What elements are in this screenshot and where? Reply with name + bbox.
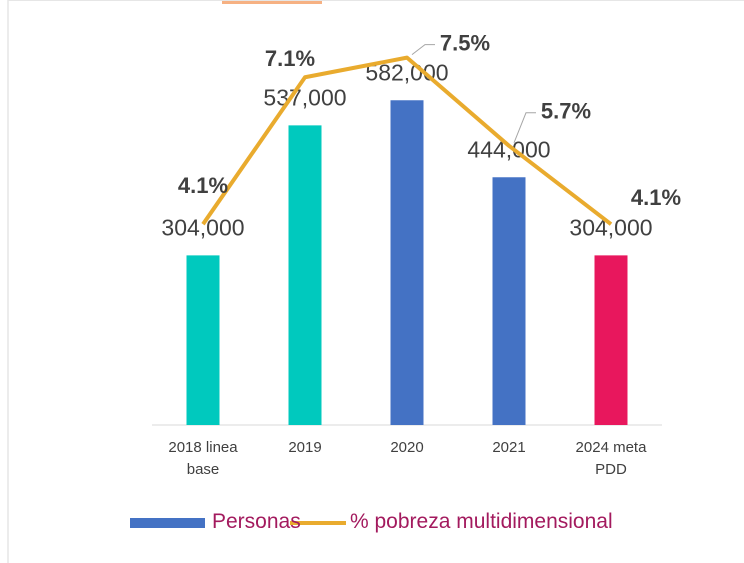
leader-line	[411, 44, 435, 56]
x-tick-label: 2020	[390, 439, 424, 456]
bar-value-label: 304,000	[569, 214, 652, 240]
line-value-label: 7.5%	[440, 30, 490, 55]
leader-line	[513, 112, 536, 143]
line	[201, 55, 613, 226]
bar-value-label: 444,000	[467, 136, 550, 162]
line-value-label: 5.7%	[541, 99, 591, 124]
x-tick-label: 2018 linea base	[168, 439, 238, 478]
bar-value-label: 304,000	[161, 214, 244, 240]
legend-label: % pobreza multidimensional	[350, 510, 613, 533]
bar	[492, 177, 526, 425]
line-value-label: 7.1%	[265, 46, 315, 71]
bar	[594, 255, 628, 425]
bar	[186, 255, 220, 425]
bar	[390, 100, 424, 426]
bar-value-label: 537,000	[263, 84, 346, 110]
top-accent	[222, 0, 322, 4]
bar	[288, 125, 322, 425]
line-value-label: 4.1%	[178, 173, 228, 198]
x-tick-label: 2019	[288, 439, 322, 456]
legend-swatch	[130, 518, 205, 528]
x-tick-label: 2021	[492, 439, 526, 456]
legend-label: Personas	[212, 510, 301, 533]
line-value-label: 4.1%	[631, 185, 681, 210]
x-tick-label: 2024 meta PDD	[575, 439, 647, 478]
